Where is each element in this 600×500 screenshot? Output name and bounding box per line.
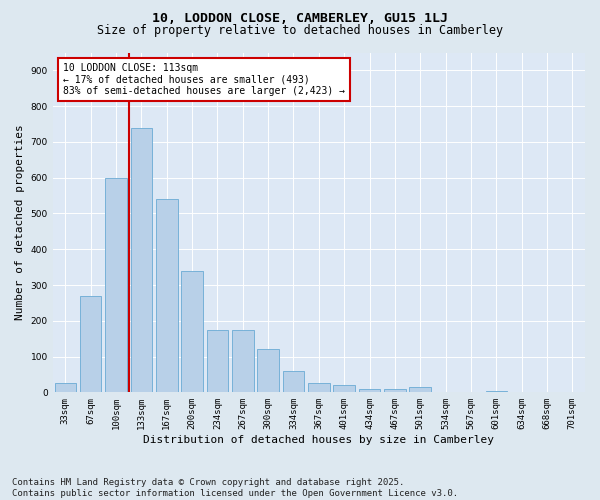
Bar: [334, 385, 355, 392]
Bar: [283, 371, 304, 392]
Bar: [131, 128, 152, 392]
Bar: [308, 384, 329, 392]
Text: 10, LODDON CLOSE, CAMBERLEY, GU15 1LJ: 10, LODDON CLOSE, CAMBERLEY, GU15 1LJ: [152, 12, 448, 26]
Bar: [409, 387, 431, 392]
Bar: [181, 270, 203, 392]
Bar: [80, 296, 101, 392]
Text: Size of property relative to detached houses in Camberley: Size of property relative to detached ho…: [97, 24, 503, 37]
Bar: [156, 199, 178, 392]
Bar: [485, 390, 507, 392]
Bar: [55, 384, 76, 392]
Bar: [232, 330, 254, 392]
Bar: [206, 330, 228, 392]
Text: 10 LODDON CLOSE: 113sqm
← 17% of detached houses are smaller (493)
83% of semi-d: 10 LODDON CLOSE: 113sqm ← 17% of detache…: [64, 62, 346, 96]
X-axis label: Distribution of detached houses by size in Camberley: Distribution of detached houses by size …: [143, 435, 494, 445]
Bar: [359, 389, 380, 392]
Bar: [105, 178, 127, 392]
Y-axis label: Number of detached properties: Number of detached properties: [15, 124, 25, 320]
Text: Contains HM Land Registry data © Crown copyright and database right 2025.
Contai: Contains HM Land Registry data © Crown c…: [12, 478, 458, 498]
Bar: [257, 350, 279, 393]
Bar: [384, 389, 406, 392]
